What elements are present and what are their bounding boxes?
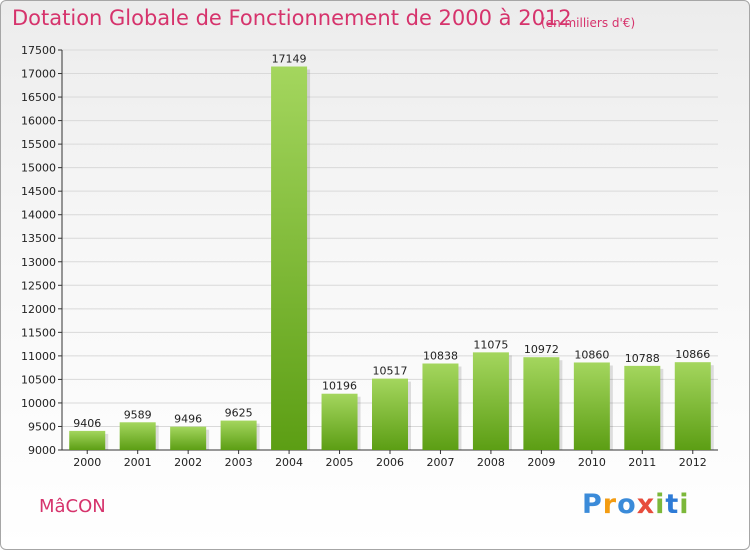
y-tick-label: 13500 <box>21 232 56 245</box>
x-tick-label: 2006 <box>376 456 404 469</box>
value-label: 11075 <box>473 338 508 351</box>
value-label: 17149 <box>272 53 307 66</box>
bar-2008 <box>472 352 509 450</box>
city-name: MâCON <box>39 496 106 517</box>
value-label: 10866 <box>675 348 710 361</box>
y-tick-label: 11500 <box>21 326 56 339</box>
bar-2007 <box>422 363 459 450</box>
bar-2010 <box>573 362 610 450</box>
y-tick-label: 14000 <box>21 209 56 222</box>
value-label: 9406 <box>73 417 101 430</box>
bar-2000 <box>69 430 106 450</box>
value-label: 10788 <box>625 352 660 365</box>
x-tick-label: 2000 <box>73 456 101 469</box>
logo-letter: P <box>582 489 603 520</box>
y-tick-label: 17500 <box>21 44 56 57</box>
x-tick-label: 2008 <box>477 456 505 469</box>
bar-2005 <box>321 393 358 450</box>
y-tick-label: 9500 <box>28 420 56 433</box>
value-label: 10860 <box>574 348 609 361</box>
x-tick-label: 2011 <box>628 456 656 469</box>
y-tick-label: 14500 <box>21 185 56 198</box>
x-tick-label: 2004 <box>275 456 303 469</box>
logo-letter: r <box>602 489 618 520</box>
chart-subtitle: (en milliers d'€) <box>541 16 636 30</box>
y-tick-label: 12000 <box>21 303 56 316</box>
bar-2006 <box>372 378 408 450</box>
bar-2001 <box>119 422 156 450</box>
y-tick-label: 11000 <box>21 350 56 363</box>
bar-2012 <box>674 362 711 450</box>
value-label: 10838 <box>423 350 458 363</box>
logo-letter: o <box>617 489 637 520</box>
x-tick-label: 2007 <box>426 456 454 469</box>
value-label: 9625 <box>225 407 253 420</box>
proxiti-logo[interactable]: Proxiti <box>582 489 690 520</box>
logo-letter: i <box>655 489 666 520</box>
logo-letter: i <box>679 489 690 520</box>
y-tick-label: 12500 <box>21 279 56 292</box>
y-tick-label: 10500 <box>21 373 56 386</box>
labels: 9000 9500 10000 10500 11000 11500 12000 12500 13… <box>21 44 710 469</box>
value-label: 9496 <box>174 413 202 426</box>
x-tick-label: 2002 <box>174 456 202 469</box>
bar-2004 <box>271 66 308 451</box>
x-tick-label: 2010 <box>578 456 606 469</box>
y-tick-label: 13000 <box>21 256 56 269</box>
y-tick-label: 16500 <box>21 91 56 104</box>
value-label: 10196 <box>322 380 357 393</box>
bar-2009 <box>523 357 560 450</box>
logo-letter: x <box>636 489 656 520</box>
y-tick-label: 17000 <box>21 68 56 81</box>
x-tick-label: 2001 <box>124 456 152 469</box>
value-label: 10972 <box>524 343 559 356</box>
x-tick-label: 2012 <box>679 456 707 469</box>
chart-title: Dotation Globale de Fonctionnement de 20… <box>12 6 572 30</box>
value-label: 10517 <box>373 365 408 378</box>
y-tick-label: 16000 <box>21 115 56 128</box>
x-tick-label: 2003 <box>225 456 253 469</box>
x-tick-label: 2009 <box>527 456 555 469</box>
bar-2011 <box>624 365 661 450</box>
y-tick-label: 15500 <box>21 138 56 151</box>
bars <box>69 66 714 451</box>
y-tick-label: 9000 <box>28 444 56 457</box>
value-label: 9589 <box>124 408 152 421</box>
bar-2003 <box>220 420 257 450</box>
logo-letter: t <box>665 489 680 520</box>
y-tick-label: 10000 <box>21 397 56 410</box>
bar-2002 <box>170 426 207 450</box>
y-tick-label: 15000 <box>21 162 56 175</box>
x-tick-label: 2005 <box>326 456 354 469</box>
